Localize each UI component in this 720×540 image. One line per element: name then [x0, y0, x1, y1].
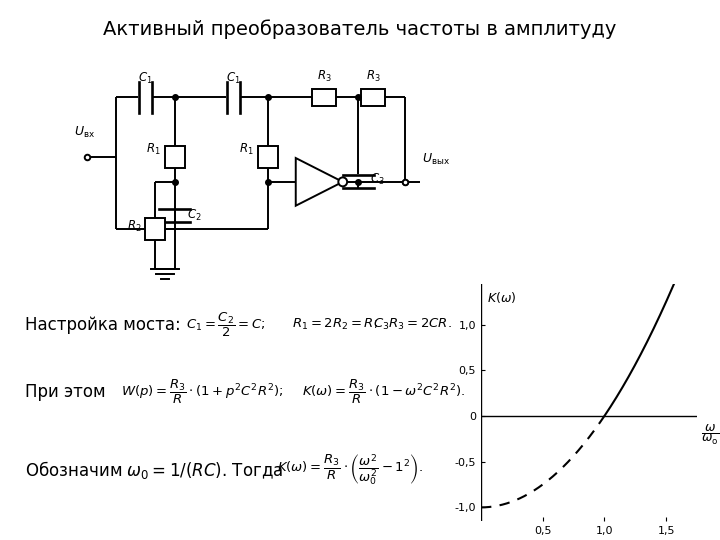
Text: $R_3$: $R_3$ [366, 69, 380, 84]
Text: При этом: При этом [25, 383, 106, 401]
Circle shape [338, 178, 347, 186]
Text: $K(\omega) = \dfrac{R_3}{R}\cdot(1 - \omega^2C^2R^2).$: $K(\omega) = \dfrac{R_3}{R}\cdot(1 - \om… [302, 378, 466, 407]
Text: $R_1$: $R_1$ [146, 142, 161, 157]
Text: $U_{\rm вых}$: $U_{\rm вых}$ [422, 152, 450, 167]
Bar [258, 146, 278, 168]
Text: Настройка моста:: Настройка моста: [25, 316, 181, 334]
Text: $R_1$: $R_1$ [240, 142, 254, 157]
Text: $K(\omega) = \dfrac{R_3}{R}\cdot\left(\dfrac{\omega^2}{\omega_0^2} - 1^2\right).: $K(\omega) = \dfrac{R_3}{R}\cdot\left(\d… [277, 453, 423, 488]
Text: $C_3$: $C_3$ [369, 172, 384, 187]
Text: $C_1 = \dfrac{C_2}{2} = C;$: $C_1 = \dfrac{C_2}{2} = C;$ [186, 310, 266, 339]
Text: $U_{\rm вх}$: $U_{\rm вх}$ [74, 125, 96, 140]
Bar [361, 89, 385, 106]
Polygon shape [296, 158, 343, 206]
Text: $C_2$: $C_2$ [187, 207, 202, 222]
Bar [312, 89, 336, 106]
Text: $R_1 = 2R_2 = R;$: $R_1 = 2R_2 = R;$ [292, 318, 378, 333]
Text: $C_1$: $C_1$ [138, 71, 153, 86]
Text: $W(p) = \dfrac{R_3}{R}\cdot(1+p^2C^2R^2);$: $W(p) = \dfrac{R_3}{R}\cdot(1+p^2C^2R^2)… [121, 378, 284, 407]
Bar [145, 218, 165, 240]
Text: Обозначим $\omega_0 = 1/(RC)$. Тогда: Обозначим $\omega_0 = 1/(RC)$. Тогда [25, 459, 284, 481]
Text: $K(\omega)$: $K(\omega)$ [487, 290, 516, 305]
Text: $R_2$: $R_2$ [127, 219, 142, 234]
Text: $C_3R_3 = 2CR.$: $C_3R_3 = 2CR.$ [373, 318, 452, 333]
Text: $\dfrac{\omega}{\omega_{\rm o}}$: $\dfrac{\omega}{\omega_{\rm o}}$ [701, 423, 719, 447]
Text: $R_3$: $R_3$ [317, 69, 331, 84]
Text: Активный преобразователь частоты в амплитуду: Активный преобразователь частоты в ампли… [103, 19, 617, 38]
Bar [165, 146, 184, 168]
Text: $C_1$: $C_1$ [226, 71, 241, 86]
